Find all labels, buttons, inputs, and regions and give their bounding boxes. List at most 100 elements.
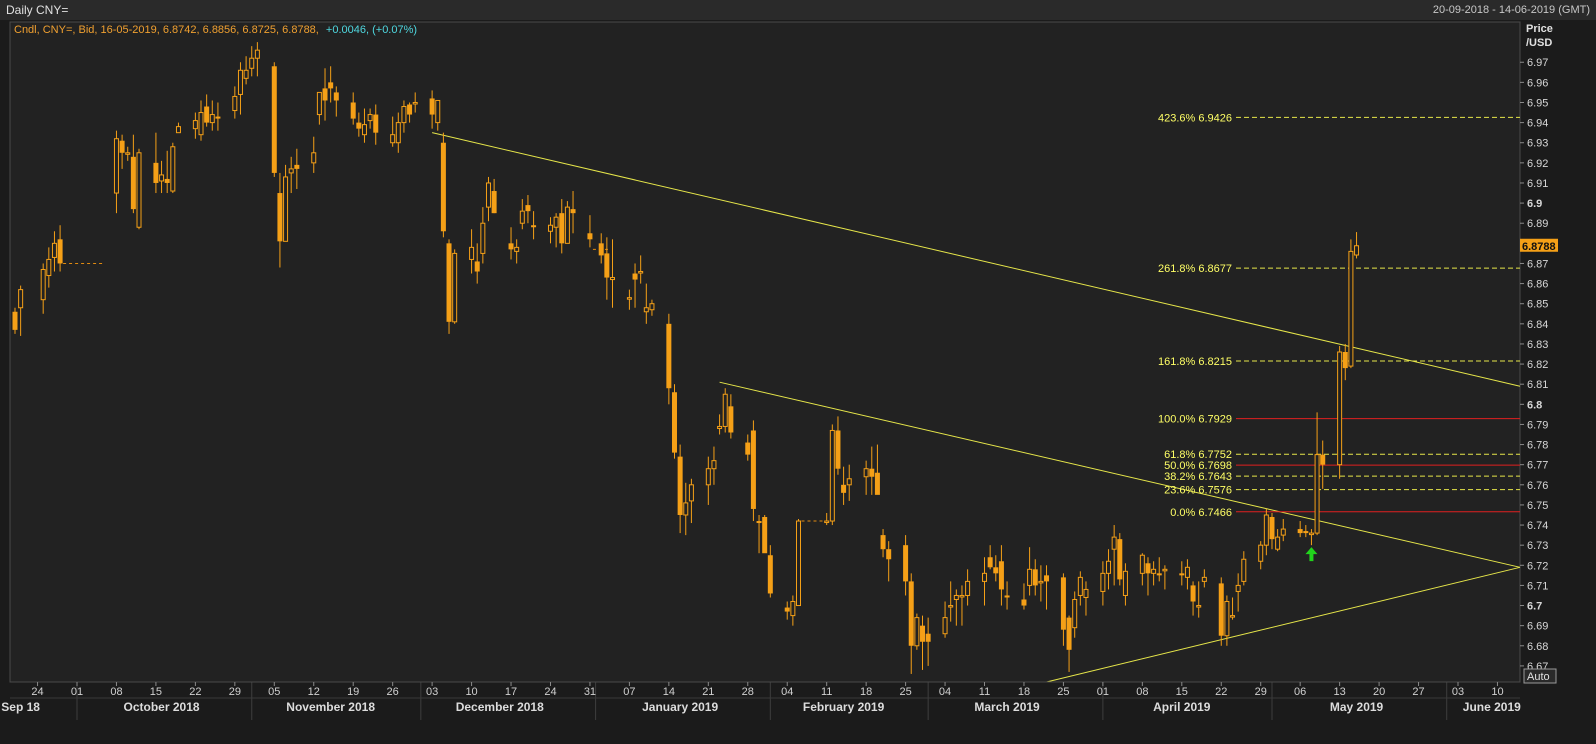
candle-body-up xyxy=(46,258,52,277)
price-tick-label: 6.74 xyxy=(1527,520,1548,532)
candle xyxy=(953,589,959,626)
candle xyxy=(553,213,559,248)
candlestick-chart[interactable]: 423.6% 6.9426 261.8% 6.8677 161.8% 6.8215 1… xyxy=(0,20,1596,744)
candle-body-down xyxy=(328,82,334,89)
candle-body-up xyxy=(209,114,215,124)
candle-body-up xyxy=(1111,536,1117,550)
candle-body-up xyxy=(469,246,475,260)
candle-body-up xyxy=(485,182,491,208)
candle-body-up xyxy=(361,124,367,136)
candle xyxy=(1179,561,1185,586)
candle xyxy=(677,444,683,534)
candle-body-down xyxy=(993,567,999,574)
candle xyxy=(745,434,751,461)
candle xyxy=(485,176,491,222)
fib-level-label: 261.8% 6.8677 xyxy=(1158,263,1232,275)
candle xyxy=(717,414,723,435)
auto-scale-button[interactable]: Auto xyxy=(1523,668,1557,684)
candle xyxy=(136,148,142,230)
candle xyxy=(1151,561,1157,586)
date-tick-label: 25 xyxy=(899,686,911,698)
candle xyxy=(480,207,486,264)
candle xyxy=(925,617,931,666)
candle xyxy=(525,195,531,224)
price-tick-label: 6.73 xyxy=(1527,540,1548,552)
month-labels: Sep 18 October 2018 November 2018 December … xyxy=(1,700,1521,714)
candle xyxy=(12,307,18,334)
candle xyxy=(1337,345,1343,479)
trendlines xyxy=(432,132,1521,683)
candle xyxy=(350,92,356,125)
candle xyxy=(446,239,452,334)
fib-level-label: 50.0% 6.7698 xyxy=(1164,460,1232,472)
candle xyxy=(671,384,677,459)
price-tick-label: 6.72 xyxy=(1527,560,1548,572)
price-tick-label: 6.82 xyxy=(1527,359,1548,371)
candle-body-down xyxy=(604,253,610,278)
candle xyxy=(846,464,852,501)
candle xyxy=(722,388,728,433)
candle xyxy=(249,46,255,77)
candle-body-up xyxy=(1196,605,1202,608)
candle-body-down xyxy=(908,581,914,646)
candle-body-up xyxy=(243,69,249,79)
candle xyxy=(1230,597,1236,620)
candle-body-down xyxy=(333,92,339,101)
candle xyxy=(841,466,847,505)
candle xyxy=(874,444,880,495)
up-arrow-icon xyxy=(1305,547,1318,562)
candle xyxy=(125,146,131,161)
candle xyxy=(474,243,480,284)
candle xyxy=(880,529,886,558)
candle xyxy=(373,104,379,145)
candle-body-up xyxy=(390,134,396,144)
candle-body-up xyxy=(401,106,407,124)
date-tick-label: 27 xyxy=(1412,686,1424,698)
candle-body-up xyxy=(254,49,260,59)
time-axis[interactable]: 24 01 08 15 22 29 05 12 19 26 03 10 17 24 31 07 14 21 28 04… xyxy=(1,681,1521,714)
month-label: January 2019 xyxy=(642,700,718,714)
candle-body-up xyxy=(232,95,238,112)
candle-body-down xyxy=(356,122,362,129)
price-axis[interactable]: Price /USD 6.97 6.96 6.95 6.94 6.93 6.92 6.91 6… xyxy=(1520,23,1558,673)
candle xyxy=(1100,561,1106,606)
candle-body-down xyxy=(164,178,170,183)
date-tick-label: 12 xyxy=(308,686,320,698)
candle-body-down xyxy=(1060,577,1066,630)
price-tick-label: 6.76 xyxy=(1527,480,1548,492)
candle-body-up xyxy=(1348,250,1354,367)
price-tick-label: 6.92 xyxy=(1527,158,1548,170)
price-tick-label: 6.79 xyxy=(1527,419,1548,431)
candle xyxy=(1241,551,1247,586)
candle xyxy=(1077,571,1083,606)
candle-body-down xyxy=(835,430,841,469)
candle-body-up xyxy=(198,112,204,136)
candle-body-up xyxy=(159,174,165,182)
candle xyxy=(390,116,396,147)
candle-body-down xyxy=(756,521,762,524)
candle xyxy=(1060,573,1066,646)
date-tick-label: 08 xyxy=(110,686,122,698)
candle xyxy=(232,86,238,119)
candle-body-down xyxy=(271,66,277,173)
candle xyxy=(908,573,914,674)
month-label: February 2019 xyxy=(803,700,885,714)
candle xyxy=(508,227,514,260)
candle-body-down xyxy=(666,323,672,389)
date-tick-label: 15 xyxy=(1176,686,1188,698)
candle xyxy=(1314,412,1320,536)
candle xyxy=(57,225,63,272)
date-tick-label: 24 xyxy=(31,686,43,698)
candle xyxy=(254,42,260,77)
candle-body-up xyxy=(982,572,988,582)
candle xyxy=(440,132,446,238)
candle-body-down xyxy=(508,243,514,250)
candle xyxy=(784,601,790,620)
candle xyxy=(886,541,892,582)
candle-body-down xyxy=(587,233,593,240)
candle xyxy=(215,102,221,131)
candle xyxy=(998,545,1004,606)
candle xyxy=(570,191,576,234)
candle xyxy=(469,229,475,274)
candle xyxy=(666,313,672,405)
